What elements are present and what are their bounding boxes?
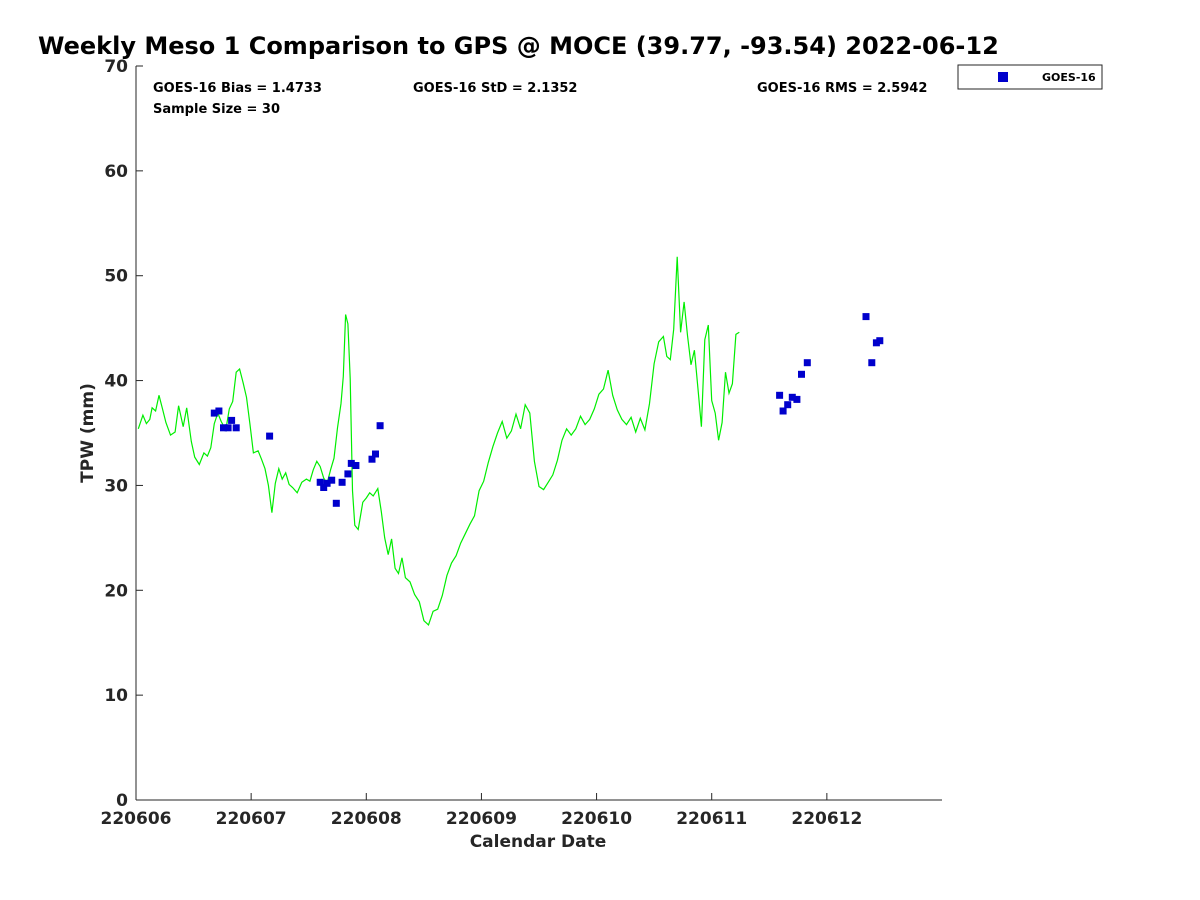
- y-tick-label: 0: [116, 791, 128, 811]
- goes16-point: [210, 409, 218, 417]
- x-tick-label: 220606: [101, 809, 172, 829]
- x-axis-ticks: 220606 220607 220608 220609 220610 220611 2206…: [101, 793, 862, 829]
- goes16-point: [868, 359, 876, 367]
- x-tick-label: 220612: [791, 809, 862, 829]
- x-tick-label: 220610: [561, 809, 632, 829]
- goes16-point: [232, 424, 240, 432]
- goes16-point: [228, 416, 236, 424]
- goes16-point: [784, 401, 792, 409]
- goes16-scatter: [210, 313, 884, 507]
- goes16-point: [328, 476, 336, 484]
- goes16-point: [776, 391, 784, 399]
- y-tick-label: 60: [104, 162, 128, 182]
- bias-stat: GOES-16 Bias = 1.4733: [153, 81, 322, 96]
- goes16-point: [376, 422, 384, 430]
- goes16-point: [793, 395, 801, 403]
- goes16-point: [788, 393, 796, 401]
- goes16-point: [338, 478, 346, 486]
- goes16-point: [323, 479, 331, 487]
- goes16-point: [862, 313, 870, 321]
- x-tick-label: 220611: [676, 809, 747, 829]
- goes16-point: [347, 459, 355, 467]
- goes16-point: [220, 424, 227, 432]
- plot-area: [136, 66, 942, 800]
- goes16-point: [316, 478, 324, 486]
- rms-stat: GOES-16 RMS = 2.5942: [757, 81, 927, 96]
- goes16-point: [876, 337, 884, 345]
- goes16-point: [352, 462, 360, 469]
- goes16-point: [320, 484, 328, 491]
- legend: GOES-16: [957, 64, 1103, 90]
- y-axis-ticks: 0 10 20 30 40 50 60 70: [104, 57, 143, 811]
- x-tick-label: 220609: [446, 809, 517, 829]
- y-tick-label: 20: [104, 581, 128, 601]
- y-axis-label: TPW (mm): [78, 383, 98, 483]
- y-tick-label: 70: [104, 57, 128, 77]
- goes16-point: [798, 370, 805, 378]
- legend-marker: [998, 72, 1008, 82]
- goes16-point: [368, 455, 376, 463]
- legend-box: [957, 64, 1103, 90]
- x-tick-label: 220608: [331, 809, 402, 829]
- y-tick-label: 50: [104, 267, 128, 287]
- y-tick-label: 10: [104, 686, 128, 706]
- goes16-point: [215, 407, 223, 415]
- chart-title: Weekly Meso 1 Comparison to GPS @ MOCE (…: [38, 32, 999, 60]
- y-tick-label: 40: [104, 372, 128, 392]
- goes16-point: [372, 450, 379, 458]
- goes16-point: [266, 432, 274, 440]
- goes16-point: [332, 499, 340, 507]
- x-tick-label: 220607: [216, 809, 287, 829]
- x-axis-label: Calendar Date: [470, 832, 607, 852]
- goes16-point: [803, 359, 811, 367]
- std-stat: GOES-16 StD = 2.1352: [413, 81, 577, 96]
- legend-label: GOES-16: [1042, 71, 1096, 84]
- goes16-point: [779, 407, 787, 415]
- y-tick-label: 30: [104, 476, 128, 496]
- goes16-point: [344, 470, 352, 478]
- goes16-point: [224, 424, 232, 432]
- sample-size-stat: Sample Size = 30: [153, 102, 280, 117]
- gps-tpw-line: [137, 256, 740, 626]
